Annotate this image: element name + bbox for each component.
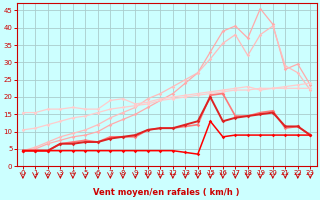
X-axis label: Vent moyen/en rafales ( km/h ): Vent moyen/en rafales ( km/h ) [93, 188, 240, 197]
